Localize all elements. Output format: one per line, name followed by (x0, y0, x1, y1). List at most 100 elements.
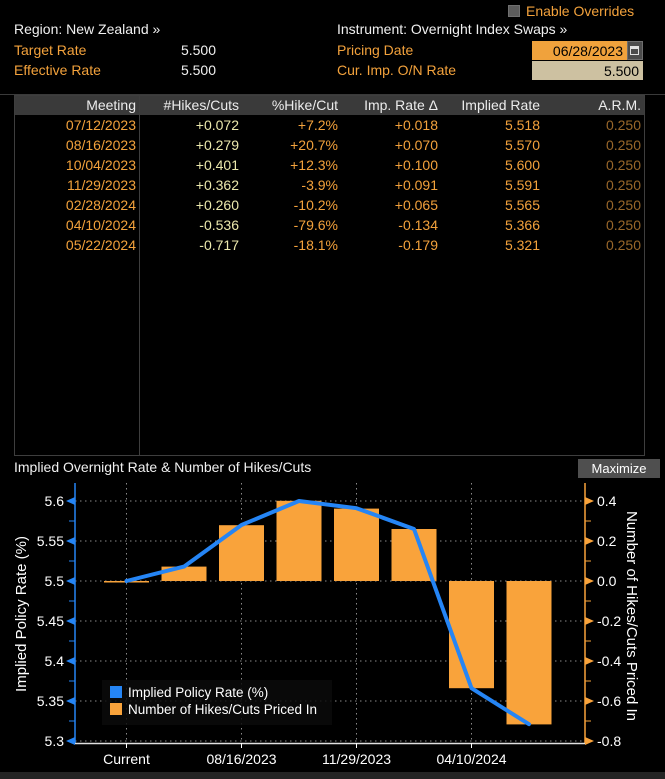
pricing-date-input[interactable] (532, 41, 627, 60)
effective-rate-value: 5.500 (180, 62, 216, 78)
svg-text:0.4: 0.4 (597, 493, 617, 509)
svg-text:5.45: 5.45 (37, 613, 64, 629)
cell-meet: 04/10/2024 (65, 217, 136, 233)
cell-hik: +0.401 (195, 157, 239, 173)
svg-text:5.5: 5.5 (45, 573, 65, 589)
cell-hik: +0.362 (195, 177, 239, 193)
cell-hik: +0.279 (195, 137, 239, 153)
table-row[interactable]: 07/12/2023 +0.072 +7.2% +0.018 5.518 0.250 (15, 115, 644, 135)
cell-meet: 08/16/2023 (65, 137, 136, 153)
cell-hik: -0.717 (199, 237, 239, 253)
table-body: 07/12/2023 +0.072 +7.2% +0.018 5.518 0.250 08/… (15, 115, 644, 255)
region-link[interactable]: Region: New Zealand » (14, 21, 161, 37)
svg-text:5.3: 5.3 (45, 733, 65, 749)
table-row[interactable]: 02/28/2024 +0.260 -10.2% +0.065 5.565 0.250 (15, 195, 644, 215)
bar (219, 525, 264, 581)
cell-imp: 5.321 (504, 237, 540, 253)
legend-swatch-bars (110, 703, 122, 715)
legend-label-line: Implied Policy Rate (%) (128, 685, 268, 700)
column-divider (139, 96, 140, 455)
cell-pct: -10.2% (293, 197, 338, 213)
cell-hik: -0.536 (199, 217, 239, 233)
cell-del: -0.179 (398, 237, 438, 253)
bottom-strip (0, 772, 665, 779)
column-header-meet: Meeting (86, 97, 136, 113)
column-header-del: Imp. Rate Δ (364, 97, 438, 113)
cell-arm: 0.250 (605, 137, 641, 153)
legend-label-bars: Number of Hikes/Cuts Priced In (128, 702, 317, 717)
svg-text:5.6: 5.6 (45, 493, 65, 509)
cell-hik: +0.260 (195, 197, 239, 213)
cell-pct: -18.1% (293, 237, 338, 253)
cell-meet: 07/12/2023 (65, 117, 136, 133)
target-rate-label: Target Rate (14, 42, 87, 58)
svg-text:-0.2: -0.2 (597, 613, 621, 629)
chart-title: Implied Overnight Rate & Number of Hikes… (14, 459, 312, 475)
table-row[interactable]: 04/10/2024 -0.536 -79.6% -0.134 5.366 0.250 (15, 215, 644, 235)
svg-text:0.0: 0.0 (597, 573, 617, 589)
cell-del: +0.091 (394, 177, 438, 193)
left-axis-title: Implied Policy Rate (%) (13, 536, 30, 692)
bar (506, 581, 552, 725)
cell-imp: 5.518 (504, 117, 540, 133)
svg-text:Current: Current (103, 751, 150, 767)
pricing-date-label: Pricing Date (337, 42, 414, 58)
right-axis-title: Number of Hikes/Cuts Priced In (623, 511, 640, 721)
cell-imp: 5.591 (504, 177, 540, 193)
maximize-button[interactable]: Maximize (578, 459, 660, 478)
svg-text:-0.4: -0.4 (597, 653, 621, 669)
bar (449, 581, 494, 689)
cell-hik: +0.072 (195, 117, 239, 133)
bar (276, 500, 322, 581)
svg-text:0.2: 0.2 (597, 533, 617, 549)
bar (334, 508, 379, 581)
column-header-imp: Implied Rate (461, 97, 540, 113)
cell-meet: 10/04/2023 (65, 157, 136, 173)
column-header-pct: %Hike/Cut (271, 97, 338, 113)
cell-pct: -3.9% (301, 177, 338, 193)
svg-text:5.4: 5.4 (45, 653, 65, 669)
table-row[interactable]: 05/22/2024 -0.717 -18.1% -0.179 5.321 0.250 (15, 235, 644, 255)
cur-imp-rate-input[interactable] (532, 61, 643, 80)
cell-meet: 11/29/2023 (66, 177, 136, 193)
cell-pct: +12.3% (290, 157, 338, 173)
cell-del: +0.070 (394, 137, 438, 153)
svg-text:-0.8: -0.8 (597, 733, 621, 749)
enable-overrides-label[interactable]: Enable Overrides (526, 3, 635, 19)
column-header-hik: #Hikes/Cuts (163, 97, 239, 113)
table-row[interactable]: 08/16/2023 +0.279 +20.7% +0.070 5.570 0.250 (15, 135, 644, 155)
cell-arm: 0.250 (605, 237, 641, 253)
effective-rate-label: Effective Rate (14, 62, 101, 78)
divider (0, 94, 665, 95)
cell-del: +0.018 (394, 117, 438, 133)
cell-imp: 5.565 (504, 197, 540, 213)
cell-arm: 0.250 (605, 177, 641, 193)
calendar-icon[interactable] (627, 41, 643, 60)
instrument-link[interactable]: Instrument: Overnight Index Swaps » (337, 21, 568, 37)
target-rate-value: 5.500 (180, 42, 216, 58)
cell-pct: +7.2% (297, 117, 338, 133)
cell-arm: 0.250 (605, 197, 641, 213)
table-header-row: Meeting #Hikes/Cuts %Hike/Cut Imp. Rate Δ Im… (15, 96, 644, 115)
cell-meet: 02/28/2024 (65, 197, 136, 213)
cell-arm: 0.250 (605, 157, 641, 173)
cell-del: -0.134 (398, 217, 438, 233)
table-row[interactable]: 11/29/2023 +0.362 -3.9% +0.091 5.591 0.250 (15, 175, 644, 195)
cell-del: +0.065 (394, 197, 438, 213)
implied-rate-chart: 5.6 5.55 5.5 5.45 5.4 5.35 5.3 0.4 0.2 0.0 -0.2 -0.… (13, 483, 640, 767)
svg-text:-0.6: -0.6 (597, 693, 621, 709)
cell-meet: 05/22/2024 (65, 237, 136, 253)
cell-arm: 0.250 (605, 117, 641, 133)
calendar-glyph (630, 46, 639, 55)
cell-del: +0.100 (394, 157, 438, 173)
svg-text:08/16/2023: 08/16/2023 (206, 751, 276, 767)
meetings-table: Meeting #Hikes/Cuts %Hike/Cut Imp. Rate Δ Im… (14, 95, 645, 456)
svg-text:04/10/2024: 04/10/2024 (436, 751, 506, 767)
cell-imp: 5.570 (504, 137, 540, 153)
cell-pct: -79.6% (293, 217, 338, 233)
implied-rate-line (124, 499, 531, 727)
legend-swatch-line (110, 686, 122, 698)
enable-overrides-checkbox[interactable] (508, 5, 520, 17)
column-header-arm: A.R.M. (598, 97, 641, 113)
table-row[interactable]: 10/04/2023 +0.401 +12.3% +0.100 5.600 0.250 (15, 155, 644, 175)
